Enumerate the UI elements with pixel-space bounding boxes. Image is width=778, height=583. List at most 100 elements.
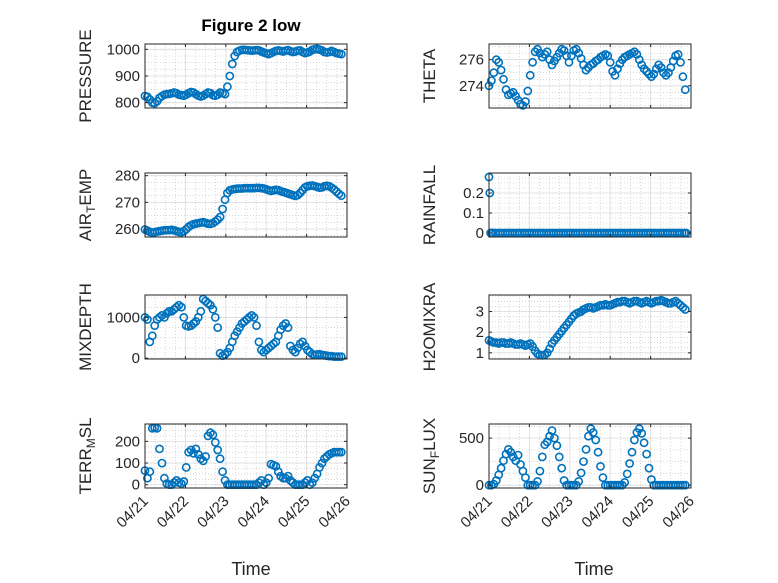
y-tick-label: 1000 [107, 41, 140, 58]
y-tick-label: 0 [476, 225, 484, 242]
data-point [501, 449, 511, 459]
data-point [664, 68, 673, 78]
y-tick-label: 274 [459, 78, 484, 95]
y-tick-label: 100 [115, 455, 140, 472]
data-point [678, 72, 688, 82]
data-point [145, 467, 155, 477]
y-tick-label: 800 [115, 95, 140, 112]
data-point [491, 55, 501, 65]
data-point [196, 306, 206, 316]
data-point [634, 424, 644, 434]
data-point [489, 68, 499, 78]
data-point [317, 458, 327, 468]
data-point [162, 308, 172, 318]
data-point [486, 76, 496, 85]
data-point [172, 302, 181, 312]
data-point [278, 321, 288, 330]
data-point [218, 204, 227, 214]
data-point [176, 302, 186, 312]
data-point [215, 212, 225, 222]
y-tick-label: 0 [132, 350, 140, 367]
data-point [208, 304, 218, 314]
data-point [198, 456, 208, 466]
data-point [329, 185, 339, 194]
y-axis-label: RAINFALL [420, 165, 439, 245]
data-point [632, 50, 642, 59]
data-point [535, 466, 545, 476]
data-point [637, 428, 647, 438]
subplot-1: 800 900 1000 PRESSURE [76, 29, 348, 123]
data-point [642, 67, 651, 76]
data-point [567, 51, 576, 61]
data-point [525, 70, 535, 80]
data-point [196, 454, 206, 464]
data-point [220, 475, 230, 485]
data-point [545, 344, 554, 354]
data-point [203, 298, 213, 308]
data-point [205, 428, 215, 438]
data-point [254, 337, 264, 347]
data-point [152, 423, 162, 433]
data-point [557, 463, 567, 473]
data-point [542, 47, 552, 57]
subplot-6: 1 2 3 H2OMIXRA [420, 282, 692, 371]
data-point [513, 450, 523, 460]
x-tick-label: 04/22 [154, 493, 193, 532]
data-point [273, 467, 283, 477]
data-point [574, 48, 584, 58]
data-point [210, 312, 220, 322]
y-axis-label: PRESSURE [76, 29, 95, 123]
data-point [264, 473, 273, 483]
data-point [622, 469, 632, 479]
y-tick-label: 500 [459, 430, 484, 447]
y-tick-label: 0 [476, 477, 484, 494]
data-point [625, 459, 634, 468]
y-tick-label: 0.1 [463, 205, 484, 222]
data-point [537, 452, 547, 462]
x-tick-label: 04/23 [194, 493, 233, 532]
data-point [220, 350, 230, 359]
data-point [227, 59, 237, 69]
data-point [213, 323, 223, 332]
data-point [642, 449, 651, 459]
subplot-2: 274 276 THETA [420, 43, 692, 110]
data-point [307, 478, 317, 487]
data-point [225, 71, 235, 81]
data-point [540, 50, 550, 59]
data-point [485, 188, 495, 198]
data-point [673, 50, 683, 59]
y-tick-label: 900 [115, 68, 140, 85]
subplot-8: 0 500 04/21 04/22 04/23 04/24 04/25 04/26 SUNFLU… [420, 418, 698, 532]
x-axis-label-right: Time [574, 559, 613, 579]
data-point [656, 63, 666, 72]
data-point [189, 448, 198, 458]
y-tick-label: 200 [115, 433, 140, 450]
x-tick-label: 04/25 [275, 493, 314, 532]
data-point [210, 437, 220, 447]
data-point [269, 339, 278, 349]
subplot-4: 0 0.1 0.2 RAINFALL [420, 165, 692, 245]
data-point [676, 57, 685, 67]
y-axis-label: H2OMIXRA [420, 282, 439, 371]
y-tick-label: 260 [115, 221, 140, 238]
data-point [285, 475, 295, 485]
data-point [627, 447, 637, 457]
data-point [545, 55, 554, 65]
data-point [528, 57, 537, 67]
data-point [620, 477, 630, 487]
data-point [315, 462, 324, 472]
data-point [310, 473, 320, 483]
data-point [554, 452, 564, 462]
data-point [521, 97, 530, 106]
data-point [157, 310, 167, 320]
data-point [661, 70, 671, 80]
axes-box [144, 294, 348, 360]
data-point [181, 462, 191, 472]
data-point [581, 65, 591, 75]
y-axis-label: AIRTEMP [76, 169, 98, 242]
data-point [596, 461, 605, 471]
data-point [639, 64, 649, 74]
data-point [179, 477, 189, 486]
data-point [581, 444, 591, 454]
